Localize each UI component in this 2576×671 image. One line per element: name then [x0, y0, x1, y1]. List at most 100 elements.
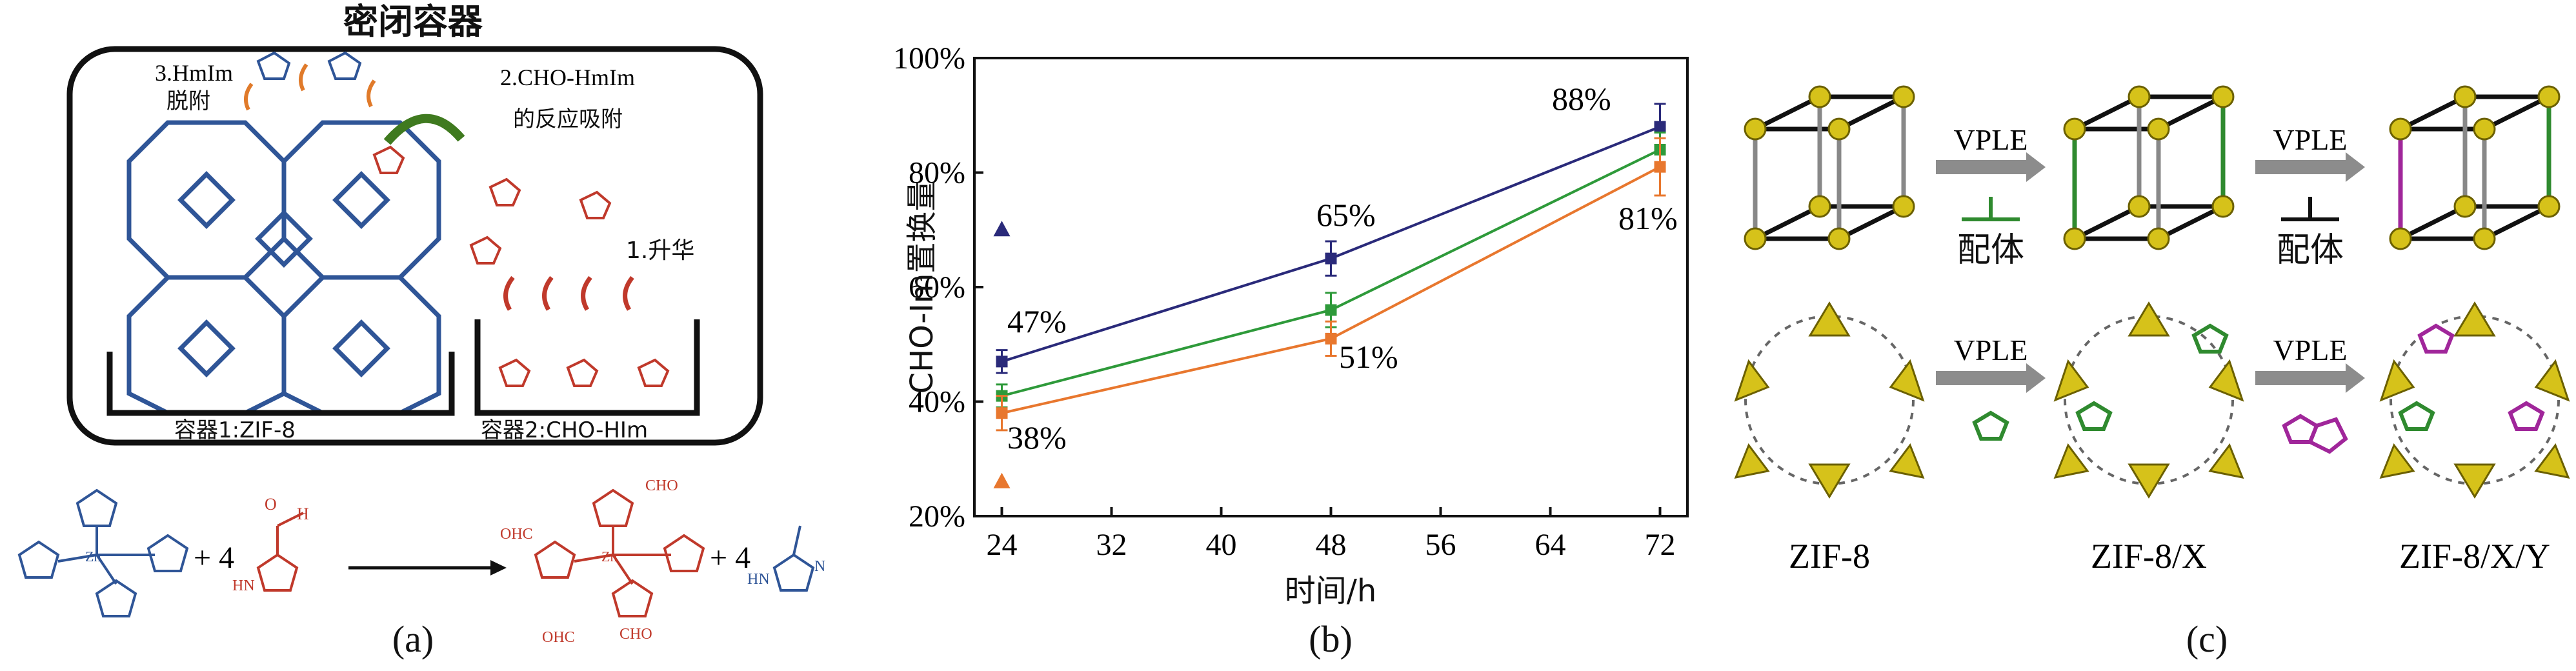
data-point	[1654, 161, 1666, 173]
y-tick-label: 20%	[909, 499, 965, 534]
hn-label-reactant: HN	[232, 577, 255, 594]
panel-a-figure: 密闭容器 3.HmIm 脱附 2.CHO-HmIm 的反应吸附 1.升华	[17, 1, 825, 660]
x-tick-label: 56	[1425, 528, 1456, 562]
outlier-triangle	[993, 221, 1011, 237]
step3-label-line2: 脱附	[166, 88, 210, 114]
n-label-product: N	[814, 558, 825, 575]
annotation-47: 47%	[1007, 303, 1067, 339]
zif8-cho-product-structure	[534, 488, 705, 617]
zn-label-right: Zn	[601, 548, 617, 565]
hmim-product	[772, 525, 815, 592]
vple-label-3: VPLE	[1954, 334, 2028, 366]
ohc-label-1: OHC	[500, 526, 533, 543]
outlier-points	[993, 221, 1011, 488]
annotation-51: 51%	[1339, 339, 1398, 375]
hn-label-product: HN	[747, 571, 770, 588]
y-tick-label: 100%	[893, 41, 965, 75]
annotation-38: 38%	[1007, 419, 1067, 456]
panel-c-figure: VPLE 配体 VPLE 配体	[1734, 85, 2570, 660]
x-tick-label: 24	[987, 528, 1018, 562]
zif8-ring	[1734, 301, 1925, 499]
ligand-y-ring-icon	[2282, 414, 2348, 454]
y-tick-label: 80%	[909, 156, 965, 190]
step2-label-line1: 2.CHO-HmIm	[500, 65, 635, 90]
plus-four-left: + 4	[194, 541, 234, 575]
ligand-label-1: 配体	[1957, 231, 2024, 270]
plus-four-right: + 4	[710, 541, 750, 575]
closed-container-outline	[66, 46, 763, 446]
zif8-x-y-ring	[2379, 301, 2570, 499]
outlier-triangle	[993, 472, 1011, 488]
ligand-x-symbol	[1962, 197, 2020, 221]
zif8-framework	[126, 120, 441, 416]
zif8-x-ring	[2053, 301, 2244, 499]
y-tick-label: 60%	[909, 270, 965, 305]
data-point	[996, 356, 1008, 368]
x-tick-label: 40	[1206, 528, 1237, 562]
cho-him-reactant	[256, 512, 304, 592]
step1-label: 1.升华	[626, 237, 694, 264]
cube-zif8-x	[2063, 85, 2235, 250]
data-point	[1325, 304, 1337, 316]
x-axis-label: 时间/h	[1285, 573, 1377, 609]
x-tick-label: 48	[1316, 528, 1347, 562]
vple-label-2: VPLE	[2273, 123, 2348, 156]
x-tick-label: 72	[1645, 528, 1676, 562]
vple-arrow-3-head	[2026, 363, 2046, 393]
plot-frame	[973, 57, 1689, 517]
zif8-cluster-structure	[17, 488, 189, 617]
vple-arrow-4-head	[2346, 363, 2365, 393]
annotation-88: 88%	[1552, 81, 1611, 117]
panel-b: 24 32 40 48 56 64 72 20% 40% 60% 80% 100% CHO-Im置换量…	[800, 0, 1716, 671]
replacement-chart: 24 32 40 48 56 64 72 20% 40% 60% 80% 100% CHO-Im置换量…	[893, 41, 1689, 660]
series-points	[996, 103, 1666, 432]
vple-arrow-2-head	[2346, 152, 2365, 182]
ohc-label-2: OHC	[542, 629, 575, 646]
container2-label: 容器2:CHO-HIm	[481, 417, 648, 443]
reaction-arrow-head	[490, 560, 507, 576]
zif8-x-y-label: ZIF-8/X/Y	[2399, 537, 2550, 576]
zif8-x-label: ZIF-8/X	[2091, 537, 2207, 576]
ligand-x-ring-icon	[1972, 410, 2009, 441]
reaction-equation: Zn + 4 H O HN Zn OHC CHO OHC CHO	[17, 477, 825, 646]
desorbed-hmim-molecules	[256, 51, 362, 80]
caption-c: (c)	[2186, 618, 2228, 660]
o-atom-label: O	[265, 495, 277, 514]
vple-label-4: VPLE	[2273, 334, 2348, 366]
x-tick-label: 32	[1096, 528, 1127, 562]
adsorption-arrow	[383, 114, 465, 145]
closed-container-title: 密闭容器	[343, 1, 483, 42]
caption-b: (b)	[1309, 618, 1353, 660]
data-point	[1325, 332, 1337, 345]
vple-arrow-1-shaft	[1936, 160, 2026, 174]
axis-ticks: 24 32 40 48 56 64 72 20% 40% 60% 80% 100%	[893, 41, 1675, 562]
zif8-label: ZIF-8	[1789, 537, 1870, 576]
data-point	[1325, 252, 1337, 265]
data-point	[996, 407, 1008, 419]
ligand-y-symbol	[2281, 197, 2339, 221]
vple-arrow-2-shaft	[2255, 160, 2346, 174]
panel-c: VPLE 配体 VPLE 配体	[1716, 0, 2576, 671]
y-tick-label: 40%	[909, 385, 965, 419]
annotation-81: 81%	[1618, 200, 1678, 236]
vple-arrow-1-head	[2026, 152, 2046, 182]
cube-zif8	[1744, 85, 1915, 250]
container2-tray	[474, 319, 700, 416]
annotation-65: 65%	[1316, 197, 1376, 233]
vple-arrow-4-shaft	[2255, 371, 2346, 385]
data-point	[1654, 121, 1666, 133]
x-tick-label: 64	[1535, 528, 1566, 562]
step3-label-line1: 3.HmIm	[155, 60, 233, 86]
zn-label-left: Zn	[85, 548, 101, 565]
caption-a: (a)	[392, 618, 434, 660]
container1-label: 容器1:ZIF-8	[174, 417, 296, 443]
ligand-label-2: 配体	[2277, 231, 2344, 270]
step2-label-line2: 的反应吸附	[513, 106, 623, 132]
cube-zif8-x-y	[2389, 85, 2561, 250]
vple-label-1: VPLE	[1954, 123, 2028, 156]
y-axis-label: CHO-Im置换量	[904, 181, 940, 394]
panel-a: 密闭容器 3.HmIm 脱附 2.CHO-HmIm 的反应吸附 1.升华	[0, 0, 832, 671]
desorption-arrows	[244, 63, 376, 111]
cho-label-1: CHO	[645, 477, 678, 494]
cho-him-molecules	[372, 145, 670, 387]
